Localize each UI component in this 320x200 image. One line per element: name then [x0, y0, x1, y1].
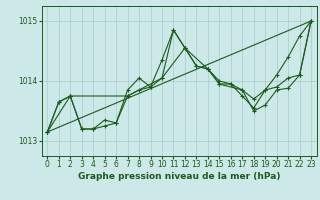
X-axis label: Graphe pression niveau de la mer (hPa): Graphe pression niveau de la mer (hPa)	[78, 172, 280, 181]
